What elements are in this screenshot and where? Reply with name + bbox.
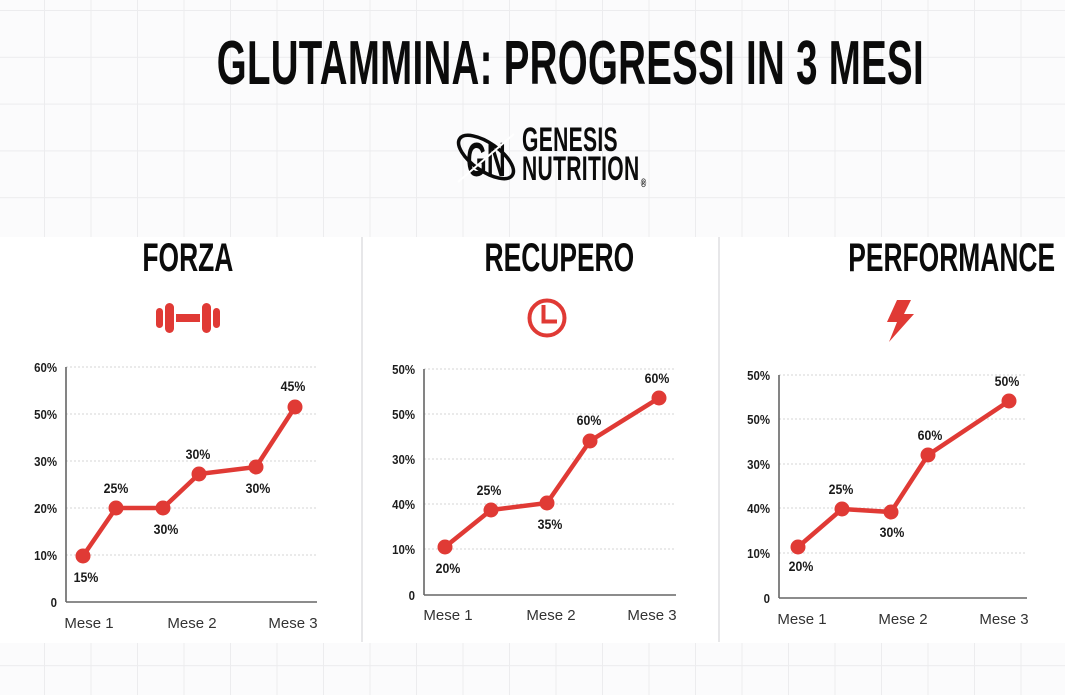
x-tick-label: Mese 2	[878, 611, 927, 628]
data-point-label: 60%	[577, 412, 602, 428]
y-tick-label: 40%	[392, 497, 415, 512]
x-tick-label: Mese 1	[777, 611, 826, 628]
panel-title-forza: FORZA	[142, 236, 234, 280]
data-point-label: 30%	[246, 480, 271, 496]
dumbbell-icon	[156, 303, 220, 333]
brand-wordmark: GENESIS NUTRITION®	[522, 121, 647, 190]
genesis-monogram-icon: GN	[456, 133, 516, 187]
charts-area	[0, 237, 1065, 643]
y-tick-label: 0	[51, 595, 58, 610]
data-line	[80, 404, 298, 559]
clock-icon	[527, 298, 567, 338]
x-tick-label: Mese 3	[268, 615, 317, 632]
data-point	[287, 399, 303, 415]
x-tick-label: Mese 3	[627, 607, 676, 624]
data-point	[790, 539, 806, 555]
x-tick-label: Mese 3	[979, 611, 1028, 628]
page-title: GLUTAMMINA: PROGRESSI IN 3 MESI	[0, 33, 1065, 95]
y-tick-label: 50%	[747, 412, 770, 427]
y-tick-label: 50%	[392, 362, 415, 377]
y-tick-label: 10%	[392, 542, 415, 557]
data-point-label: 25%	[829, 481, 854, 497]
data-point-label: 15%	[74, 569, 99, 585]
x-tick-label: Mese 2	[167, 615, 216, 632]
lightning-bolt-icon	[887, 300, 914, 342]
x-tick-label: Mese 1	[423, 607, 472, 624]
data-point	[651, 390, 667, 406]
brand-line-2: NUTRITION®	[522, 150, 647, 190]
data-point-label: 20%	[436, 560, 461, 576]
data-point-label: 45%	[281, 378, 306, 394]
y-tick-label: 30%	[34, 454, 57, 469]
chart-forza: 0 10% 20% 30% 50% 60% Mese 1 Mese 2 Mese 3 15% 25%…	[34, 360, 317, 632]
panel-divider	[361, 237, 363, 642]
data-point-label: 60%	[918, 427, 943, 443]
data-point-label: 20%	[789, 558, 814, 574]
data-point	[191, 466, 207, 482]
data-point	[108, 500, 124, 516]
data-point	[883, 504, 899, 520]
y-tick-label: 30%	[747, 457, 770, 472]
data-point	[483, 502, 499, 518]
data-point-label: 35%	[538, 516, 563, 532]
y-tick-label: 10%	[747, 546, 770, 561]
y-tick-label: 30%	[392, 452, 415, 467]
data-point	[1001, 393, 1017, 409]
data-point-label: 30%	[154, 521, 179, 537]
y-tick-label: 40%	[747, 501, 770, 516]
data-point-label: 30%	[186, 446, 211, 462]
chart-recupero: 0 10% 40% 30% 50% 50% Mese 1 Mese 2 Mese 3 20% 25%…	[392, 362, 676, 624]
y-tick-label: 0	[409, 588, 416, 603]
x-tick-label: Mese 1	[64, 615, 113, 632]
y-tick-label: 50%	[392, 407, 415, 422]
y-tick-label: 50%	[747, 368, 770, 383]
panel-title-recupero: RECUPERO	[484, 236, 635, 280]
panel-title-performance: PERFORMANCE	[848, 236, 1056, 280]
data-point	[539, 495, 555, 511]
brand-line-1: GENESIS	[522, 121, 618, 159]
svg-text:GN: GN	[466, 134, 506, 187]
data-point-label: 25%	[104, 480, 129, 496]
data-point	[155, 500, 171, 516]
data-point-label: 50%	[995, 373, 1020, 389]
y-tick-label: 50%	[34, 407, 57, 422]
page-title-text: GLUTAMMINA: PROGRESSI IN 3 MESI	[216, 29, 924, 98]
data-point-label: 25%	[477, 482, 502, 498]
y-tick-label: 0	[764, 591, 771, 606]
chart-performance: 0 10% 40% 30% 50% 50% Mese 1 Mese 2 Mese 3 20% 25%…	[747, 368, 1028, 628]
data-point	[920, 447, 936, 463]
data-point-label: 30%	[880, 524, 905, 540]
data-point	[437, 539, 453, 555]
data-point	[834, 501, 850, 517]
data-point-label: 60%	[645, 370, 670, 386]
data-point	[582, 433, 598, 449]
y-tick-label: 10%	[34, 548, 57, 563]
brand-logo: GN GENESIS NUTRITION®	[452, 121, 652, 190]
x-tick-label: Mese 2	[526, 607, 575, 624]
panel-divider	[718, 237, 720, 642]
y-tick-label: 60%	[34, 360, 57, 375]
data-point	[75, 548, 91, 564]
y-tick-label: 20%	[34, 501, 57, 516]
registered-mark: ®	[640, 176, 647, 190]
data-point	[248, 459, 264, 475]
